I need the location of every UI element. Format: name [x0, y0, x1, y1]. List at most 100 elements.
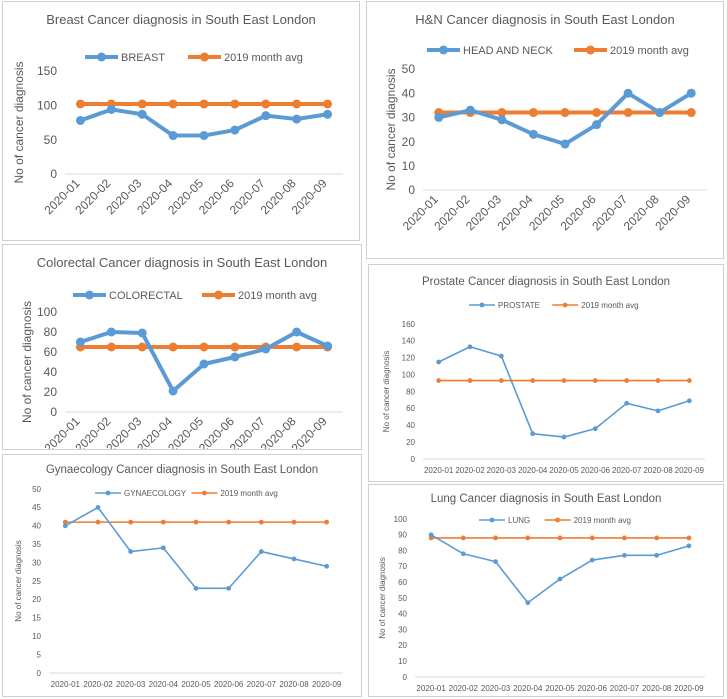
data-point — [324, 563, 330, 569]
y-tick-label: 100 — [402, 370, 416, 379]
y-tick-label: 50 — [398, 594, 407, 603]
legend-marker — [105, 490, 111, 496]
legend-marker — [97, 52, 106, 62]
data-point — [493, 535, 498, 541]
x-tick-label: 2020-05 — [549, 466, 579, 475]
y-tick-label: 80 — [406, 387, 415, 396]
x-tick-label: 2020-07 — [247, 680, 277, 689]
y-tick-label: 60 — [44, 345, 58, 359]
data-point — [168, 386, 178, 396]
data-point — [193, 519, 199, 525]
y-tick-label: 40 — [402, 86, 416, 100]
y-tick-label: 80 — [398, 546, 407, 555]
data-point — [137, 328, 147, 338]
data-point — [528, 129, 538, 139]
y-tick-label: 50 — [44, 133, 58, 147]
chart-title: H&N Cancer diagnosis in South East Londo… — [415, 12, 674, 27]
data-point — [199, 99, 209, 109]
data-point — [199, 359, 209, 369]
data-point — [137, 342, 147, 352]
data-point — [465, 105, 475, 115]
data-point — [467, 378, 473, 383]
data-point — [168, 342, 178, 352]
data-point — [106, 342, 116, 352]
y-tick-label: 70 — [398, 562, 407, 571]
data-point — [291, 519, 297, 525]
y-tick-label: 100 — [37, 305, 57, 319]
y-tick-label: 0 — [50, 405, 57, 419]
legend-marker — [200, 52, 209, 62]
x-tick-label: 2020-01 — [416, 684, 446, 693]
legend-marker — [489, 517, 495, 523]
y-tick-label: 50 — [402, 62, 416, 76]
data-point — [592, 120, 602, 130]
legend-marker — [586, 45, 595, 55]
x-tick-label: 2020-09 — [652, 192, 693, 233]
legend-marker — [555, 517, 560, 523]
data-point — [654, 535, 660, 541]
x-tick-label: 2020-02 — [83, 680, 113, 689]
data-point — [525, 600, 531, 606]
y-tick-label: 40 — [406, 421, 415, 430]
data-point — [655, 408, 661, 414]
data-point — [654, 552, 660, 558]
chart-svg: Lung Cancer diagnosis in South East Lond… — [378, 493, 705, 693]
legend-label: PROSTATE — [498, 301, 540, 310]
legend-label: 2019 month avg — [220, 489, 277, 498]
data-point — [460, 535, 466, 541]
x-tick-label: 2020-06 — [214, 680, 244, 689]
data-point — [592, 378, 598, 383]
chart-title: Breast Cancer diagnosis in South East Lo… — [46, 12, 316, 27]
y-tick-label: 20 — [402, 135, 416, 149]
chart-svg: H&N Cancer diagnosis in South East Londo… — [384, 12, 707, 233]
data-point — [528, 108, 538, 118]
y-tick-label: 10 — [32, 632, 41, 641]
y-tick-label: 30 — [32, 558, 41, 567]
x-tick-label: 2020-03 — [481, 684, 511, 693]
y-tick-label: 40 — [44, 365, 58, 379]
y-tick-label: 10 — [398, 657, 407, 666]
data-point — [62, 519, 68, 525]
chart-title: Gynaecology Cancer diagnosis in South Ea… — [46, 464, 318, 476]
legend-marker — [439, 45, 448, 55]
x-tick-label: 2020-06 — [581, 466, 611, 475]
data-point — [655, 378, 661, 383]
series-line — [438, 345, 690, 438]
y-tick-label: 5 — [37, 650, 42, 659]
data-point — [589, 535, 595, 541]
data-point — [230, 125, 240, 135]
data-point — [560, 108, 570, 118]
x-tick-label: 2020-04 — [518, 466, 548, 475]
data-point — [498, 378, 504, 383]
data-point — [258, 549, 264, 554]
y-axis-label: No of cancer diagnosis — [20, 301, 34, 423]
data-point — [467, 344, 473, 350]
y-tick-label: 0 — [403, 673, 408, 682]
legend-marker — [562, 302, 568, 308]
data-point — [497, 108, 507, 118]
y-tick-label: 20 — [44, 385, 58, 399]
colorectal-chart-panel: Colorectal Cancer diagnosis in South Eas… — [2, 244, 362, 450]
legend-label: 2019 month avg — [574, 516, 631, 525]
lung-chart-panel: Lung Cancer diagnosis in South East Lond… — [368, 484, 724, 697]
data-point — [128, 549, 134, 554]
y-tick-label: 45 — [32, 503, 41, 512]
breast-chart-panel: Breast Cancer diagnosis in South East Lo… — [2, 1, 360, 241]
y-axis-label: No of cancer diagnosis — [384, 68, 398, 190]
legend-label: 2019 month avg — [238, 290, 317, 302]
chart-title: Prostate Cancer diagnosis in South East … — [422, 276, 670, 288]
data-point — [460, 551, 466, 557]
y-tick-label: 0 — [37, 669, 42, 678]
legend-label: COLORECTAL — [109, 290, 183, 302]
legend-label: BREAST — [121, 52, 165, 64]
y-tick-label: 20 — [32, 595, 41, 604]
y-tick-label: 100 — [37, 99, 57, 113]
data-point — [292, 342, 302, 352]
data-point — [434, 112, 444, 122]
data-point — [686, 378, 692, 383]
x-tick-label: 2020-01 — [51, 680, 81, 689]
data-point — [137, 99, 147, 109]
data-point — [199, 342, 209, 352]
data-point — [561, 378, 567, 383]
data-point — [493, 559, 498, 565]
